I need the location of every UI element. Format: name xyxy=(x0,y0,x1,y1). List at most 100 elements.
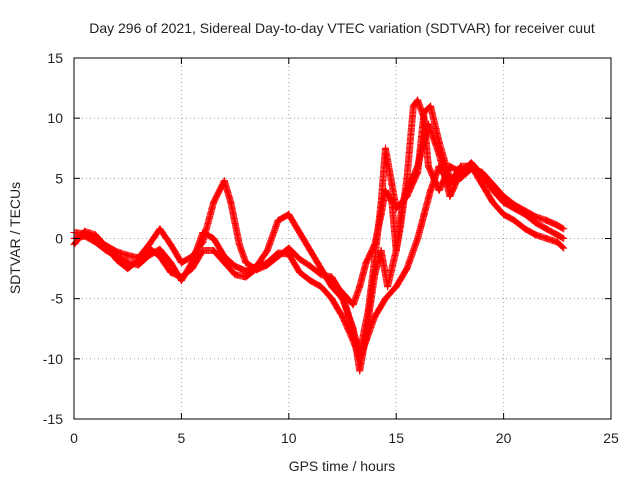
data-point xyxy=(188,265,196,273)
data-point xyxy=(420,114,428,122)
data-point xyxy=(392,247,400,255)
data-point xyxy=(403,265,411,273)
data-point xyxy=(384,283,392,291)
data-point xyxy=(388,180,396,188)
data-point xyxy=(388,198,396,206)
data-point xyxy=(349,337,357,345)
data-point xyxy=(134,256,142,264)
y-tick-label: 0 xyxy=(55,231,63,247)
y-tick-label: 5 xyxy=(55,170,63,186)
data-point xyxy=(560,225,568,233)
data-point xyxy=(113,256,121,264)
data-point xyxy=(396,222,404,230)
data-point xyxy=(242,273,250,281)
series-markers xyxy=(70,102,567,357)
data-point xyxy=(427,102,435,110)
data-point xyxy=(500,198,508,206)
data-point xyxy=(306,247,314,255)
data-point xyxy=(263,259,271,267)
data-point xyxy=(435,186,443,194)
y-tick-label: -10 xyxy=(43,351,63,367)
x-tick-label: 10 xyxy=(281,430,297,446)
data-point xyxy=(392,283,400,291)
data-point xyxy=(199,228,207,236)
data-point xyxy=(560,235,568,242)
data-point xyxy=(356,355,364,363)
data-point xyxy=(414,162,422,170)
data-point xyxy=(424,162,432,170)
y-tick-label: 15 xyxy=(47,50,63,66)
y-axis-label: SDTVAR / TECUs xyxy=(7,182,23,294)
data-point xyxy=(285,210,293,218)
data-point xyxy=(124,259,132,267)
data-point xyxy=(328,277,336,285)
data-point xyxy=(263,247,271,255)
data-point xyxy=(532,231,540,239)
data-point xyxy=(199,247,207,255)
data-point xyxy=(220,259,228,267)
data-point xyxy=(102,243,110,251)
data-point xyxy=(371,241,379,249)
data-point xyxy=(242,267,250,275)
data-point xyxy=(510,216,518,224)
data-point xyxy=(242,259,250,267)
data-point xyxy=(532,213,540,221)
chart-title: Day 296 of 2021, Sidereal Day-to-day VTE… xyxy=(89,20,595,36)
x-tick-label: 0 xyxy=(70,430,78,446)
data-point xyxy=(414,235,422,242)
data-point xyxy=(167,259,175,267)
tick-layer: 0 5 10 15 20 25 -15 -10 -5 0 5 10 15 xyxy=(43,50,619,446)
data-point xyxy=(231,262,239,270)
data-point xyxy=(478,180,486,188)
data-point xyxy=(253,265,261,273)
data-point xyxy=(543,216,551,224)
data-point xyxy=(285,250,293,258)
data-point xyxy=(560,244,568,252)
data-point xyxy=(306,262,314,270)
data-point xyxy=(446,192,454,200)
data-point xyxy=(489,198,497,206)
data-point xyxy=(156,245,164,253)
data-point xyxy=(371,271,379,279)
data-point xyxy=(521,225,529,233)
data-point xyxy=(296,268,304,276)
data-layer xyxy=(70,96,568,375)
data-point xyxy=(371,313,379,321)
y-tick-label: -15 xyxy=(43,411,63,427)
data-point xyxy=(317,265,325,273)
y-tick-label: 10 xyxy=(47,110,63,126)
data-point xyxy=(210,247,218,255)
x-axis-label: GPS time / hours xyxy=(289,458,396,474)
x-tick-label: 25 xyxy=(603,430,619,446)
data-point xyxy=(377,210,385,218)
data-point xyxy=(543,225,551,233)
data-point xyxy=(177,273,185,281)
data-point xyxy=(553,238,561,246)
data-point xyxy=(227,198,235,206)
data-point xyxy=(231,271,239,279)
data-point xyxy=(377,247,385,255)
data-point xyxy=(81,227,89,235)
data-point xyxy=(220,177,228,185)
series-track-d xyxy=(328,96,465,309)
data-point xyxy=(510,204,518,212)
data-point xyxy=(156,253,164,261)
data-point xyxy=(409,102,417,110)
data-point xyxy=(521,210,529,218)
data-point xyxy=(362,259,370,267)
y-tick-label: -5 xyxy=(51,291,64,307)
data-point xyxy=(435,162,443,170)
series-track-c xyxy=(70,162,568,363)
data-point xyxy=(553,221,561,229)
data-point xyxy=(156,225,164,233)
data-point xyxy=(167,241,175,249)
x-tick-label: 5 xyxy=(178,430,186,446)
data-point xyxy=(381,295,389,303)
data-point xyxy=(467,162,475,170)
data-point xyxy=(91,238,99,246)
data-point xyxy=(414,96,422,104)
data-point xyxy=(420,210,428,218)
data-point xyxy=(489,186,497,194)
data-point xyxy=(177,259,185,267)
data-point xyxy=(328,295,336,303)
